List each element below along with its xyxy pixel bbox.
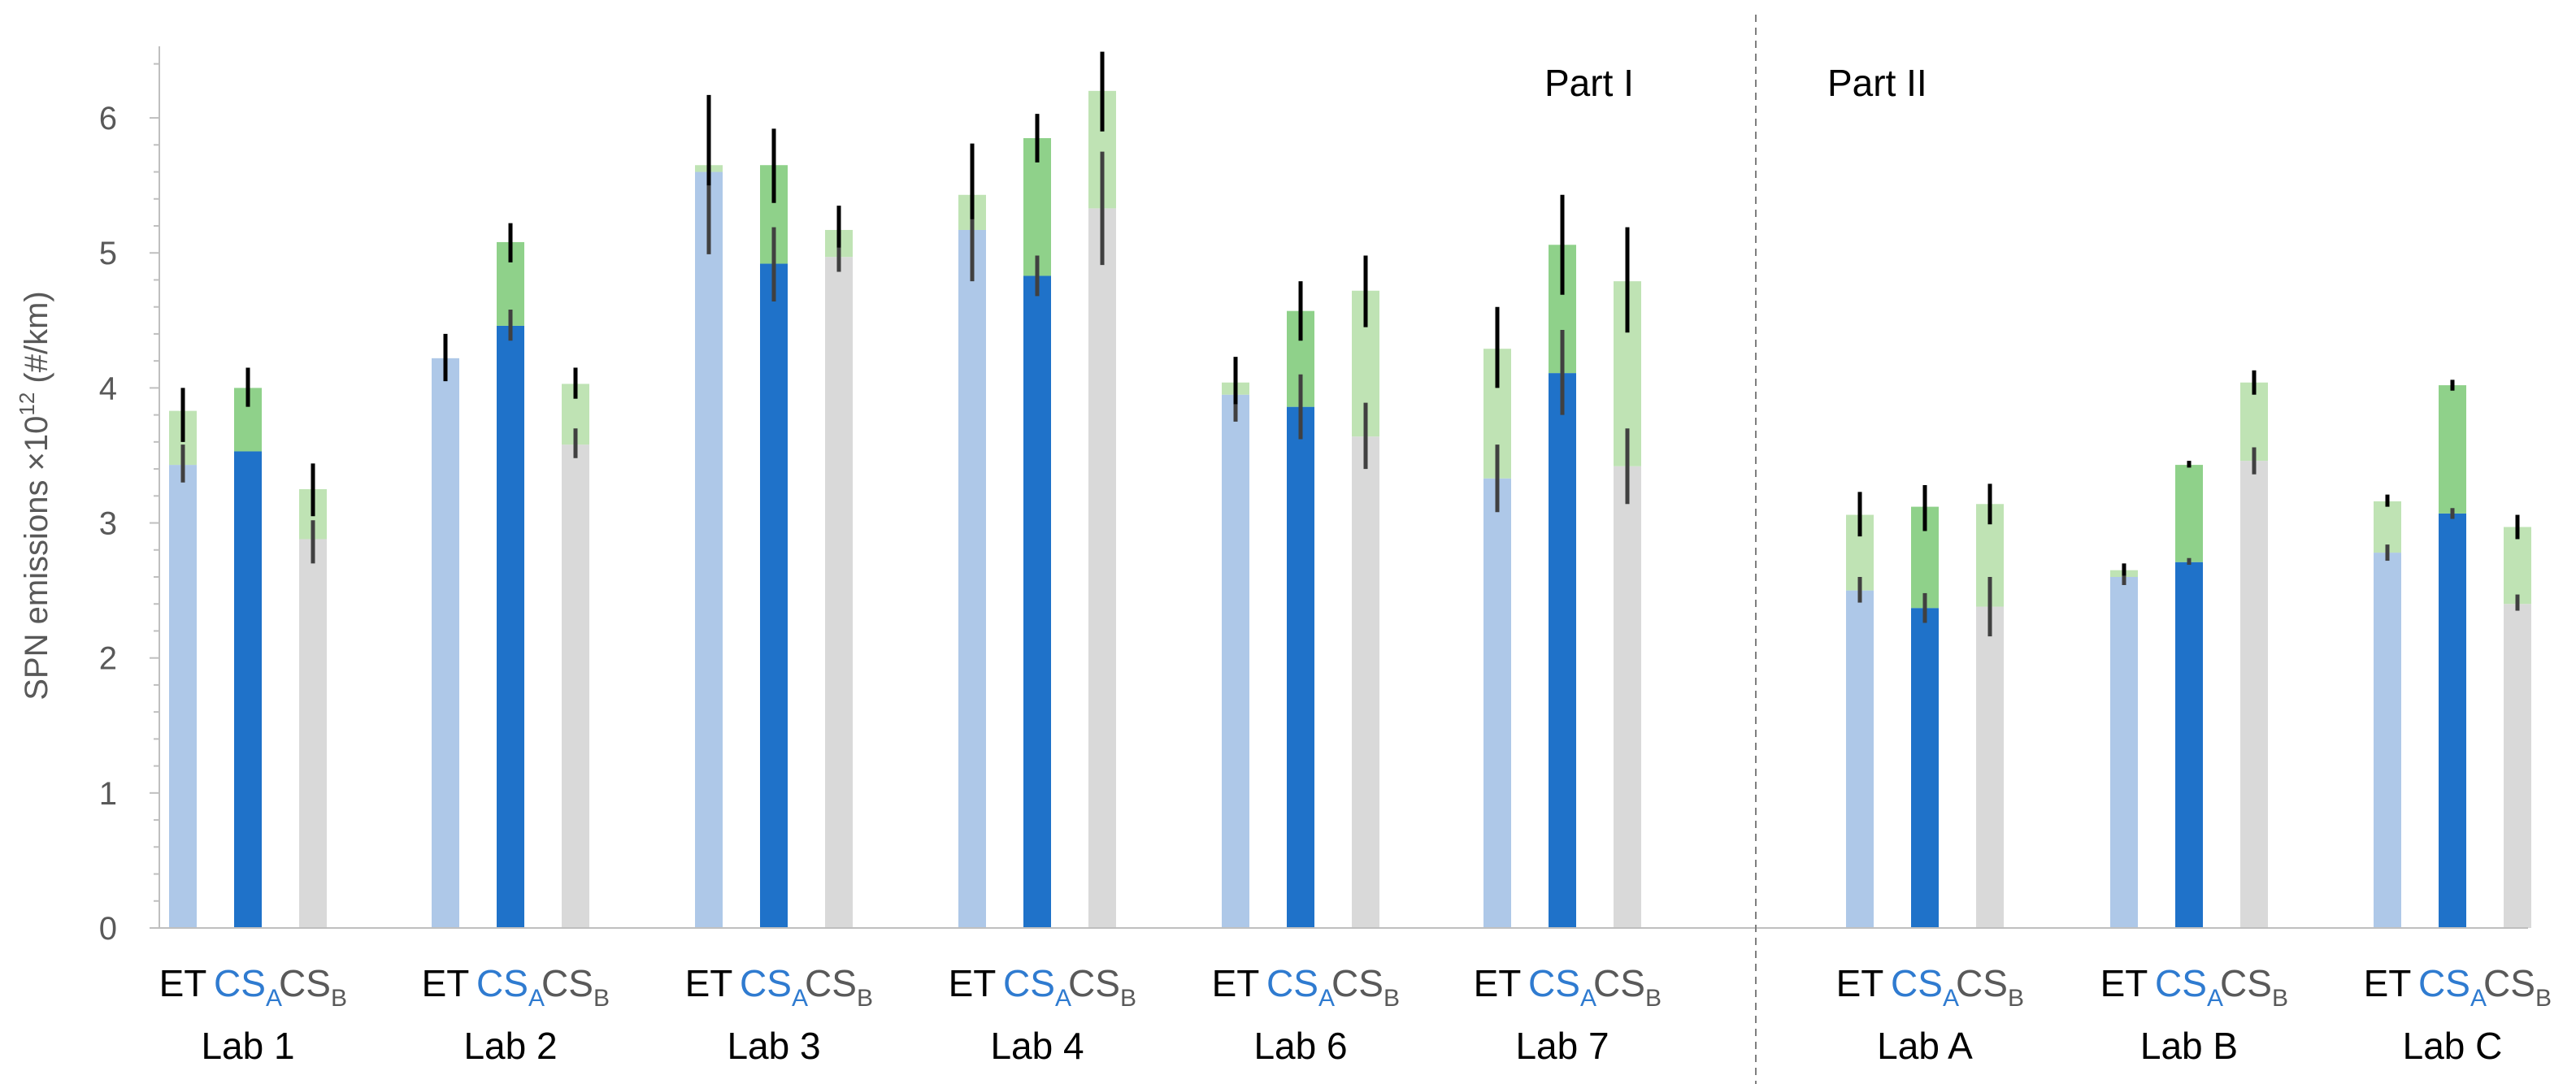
y-tick-label: 4 — [99, 371, 117, 406]
bar-base-csb — [562, 444, 589, 928]
bar-label-et: ET — [422, 962, 470, 1004]
y-tick-label: 2 — [99, 641, 117, 677]
part-i-label: Part I — [1544, 62, 1634, 104]
bar-base-csb — [1976, 606, 2004, 928]
y-axis-label-main: SPN emissions ×10 — [19, 416, 54, 700]
lab-label: Lab C — [2403, 1025, 2503, 1067]
bar-base-csb — [1352, 436, 1379, 928]
bar-base-csa — [1287, 406, 1314, 929]
bar-base-et — [2110, 577, 2138, 928]
bar-base-csa — [2439, 513, 2466, 928]
bar-label-et: ET — [1836, 962, 1884, 1004]
bar-label-et: ET — [1212, 962, 1260, 1004]
lab-label: Lab 1 — [201, 1025, 294, 1067]
y-axis-label-unit: (#/km) — [19, 291, 54, 392]
bar-base-et — [958, 229, 986, 928]
bar-top-csa — [2439, 385, 2466, 514]
bar-base-csb — [2240, 461, 2268, 928]
y-axis-label: SPN emissions ×1012 (#/km) — [15, 291, 54, 700]
bar-base-et — [169, 465, 197, 928]
lab-label: Lab 3 — [727, 1025, 820, 1067]
bar-label-csa: CSA — [740, 962, 808, 1012]
bar-base-csb — [299, 539, 327, 928]
lab-label: Lab A — [1877, 1025, 1973, 1067]
bar-base-et — [1222, 394, 1249, 928]
bar-label-et: ET — [2364, 962, 2412, 1004]
y-tick-label: 1 — [99, 776, 117, 812]
bar-label-csa: CSA — [214, 962, 282, 1012]
bar-label-csb: CSB — [1593, 962, 1662, 1012]
lab-label: Lab B — [2140, 1025, 2238, 1067]
bar-base-csb — [1088, 208, 1116, 928]
bar-base-csa — [1549, 373, 1576, 929]
bar-base-csa — [760, 263, 788, 928]
bar-label-csa: CSA — [2418, 962, 2487, 1012]
bar-label-csb: CSB — [279, 962, 347, 1012]
bar-label-et: ET — [1474, 962, 1522, 1004]
bar-top-csa — [2175, 465, 2203, 562]
bar-base-et — [1846, 590, 1874, 928]
bar-label-csb: CSB — [2483, 962, 2552, 1012]
bar-base-csb — [2504, 604, 2531, 928]
bar-base-et — [1483, 478, 1511, 928]
part-ii-label: Part II — [1827, 62, 1927, 104]
bar-label-csb: CSB — [1331, 962, 1400, 1012]
bar-base-csa — [2175, 562, 2203, 928]
y-axis-label-exponent: 12 — [15, 392, 39, 416]
bar-label-csa: CSA — [1003, 962, 1071, 1012]
bar-label-csb: CSB — [1956, 962, 2024, 1012]
lab-label: Lab 6 — [1253, 1025, 1347, 1067]
bar-top-csb — [2504, 527, 2531, 605]
bar-base-et — [695, 171, 723, 929]
bar-label-csa: CSA — [1528, 962, 1596, 1012]
bar-label-csb: CSB — [541, 962, 610, 1012]
bar-base-csa — [1911, 608, 1939, 928]
lab-label: Lab 2 — [463, 1025, 557, 1067]
bar-base-csa — [1023, 275, 1051, 928]
bar-base-et — [432, 358, 459, 928]
bar-label-csa: CSA — [476, 962, 545, 1012]
bar-label-et: ET — [2100, 962, 2148, 1004]
y-tick-label: 0 — [99, 911, 117, 947]
bar-label-csa: CSA — [2155, 962, 2223, 1012]
bar-base-csa — [234, 451, 262, 928]
bar-base-csb — [825, 257, 853, 928]
bar-base-et — [2374, 553, 2401, 928]
bar-label-et: ET — [685, 962, 733, 1004]
bar-base-csa — [497, 325, 524, 928]
lab-label: Lab 7 — [1515, 1025, 1609, 1067]
bar-label-csb: CSB — [1068, 962, 1136, 1012]
bar-label-csb: CSB — [2220, 962, 2288, 1012]
bar-label-et: ET — [949, 962, 997, 1004]
y-tick-label: 6 — [99, 101, 117, 137]
bar-label-csb: CSB — [805, 962, 873, 1012]
bar-label-csa: CSA — [1266, 962, 1335, 1012]
lab-label: Lab 4 — [990, 1025, 1084, 1067]
y-tick-label: 3 — [99, 506, 117, 542]
bar-base-csb — [1614, 466, 1641, 928]
bar-top-et — [2374, 501, 2401, 553]
y-tick-label: 5 — [99, 236, 117, 271]
bar-label-csa: CSA — [1891, 962, 1959, 1012]
bar-label-et: ET — [159, 962, 207, 1004]
